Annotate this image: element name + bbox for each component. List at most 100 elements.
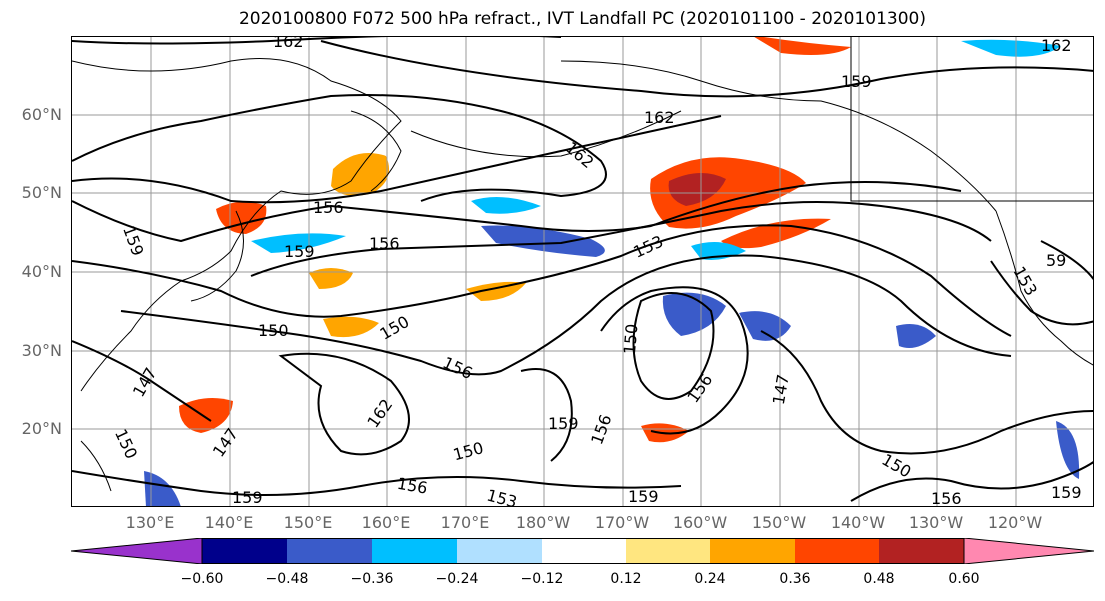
contour-label: 162 [644, 108, 675, 127]
lat-label-60n: 60°N [21, 105, 62, 124]
colorbar-segment [372, 538, 457, 564]
contour-line [600, 286, 749, 435]
colorbar-segment [795, 538, 879, 564]
lon-label-120w: 120°W [987, 513, 1043, 532]
coastline-kamchatka [350, 110, 402, 192]
contour-label: 159 [232, 488, 263, 507]
lat-label-50n: 50°N [21, 183, 62, 202]
contour-label: 153 [630, 232, 666, 262]
contour-label: 159 [628, 487, 659, 506]
anomaly-negative [896, 323, 936, 349]
anomaly-negative [1056, 421, 1080, 479]
contour-label: 162 [1041, 37, 1072, 55]
contour-line [278, 352, 410, 456]
anomaly-negative [481, 225, 605, 257]
contour-line [72, 37, 561, 45]
contour-label: 159 [119, 223, 147, 258]
contour-label: 159 [841, 72, 872, 91]
border-canada-us [850, 37, 1093, 202]
contour-line [250, 201, 992, 277]
colorbar-tick-label: −0.12 [520, 571, 564, 587]
coastline-japan [190, 210, 244, 302]
lon-label-130e: 130°E [125, 513, 175, 532]
lon-label-160e: 160°E [361, 513, 411, 532]
contour-label: 162 [363, 395, 396, 431]
contour-label: 156 [931, 489, 962, 507]
coastline-asia [72, 58, 402, 392]
colorbar-tick-label: 0.24 [694, 571, 726, 587]
colorbar-tick-label: 0.60 [948, 571, 980, 587]
lon-label-180w: 180°W [515, 513, 571, 532]
chart-title: 2020100800 F072 500 hPa refract., IVT La… [238, 9, 926, 29]
contour-label: 162 [562, 138, 598, 172]
lon-label-130w: 130°W [908, 513, 964, 532]
lon-label-170e: 170°E [440, 513, 490, 532]
contour-line [632, 292, 715, 400]
colorbar-tick-label: −0.24 [435, 571, 479, 587]
colorbar-tick-label: −0.48 [265, 571, 309, 587]
contour-label: 159 [1051, 483, 1082, 502]
contours [72, 37, 1093, 502]
coastline-philippines [80, 440, 112, 492]
colorbar-tick-label: 0.36 [779, 571, 811, 587]
coastline-aleutians [410, 110, 682, 158]
contour-line [72, 340, 212, 422]
contour-label: 156 [396, 474, 429, 498]
contour-line [320, 40, 1093, 98]
contour-line [520, 368, 573, 462]
contour-line [72, 224, 1012, 337]
anomaly-positive [309, 268, 353, 289]
contour-label: 150 [111, 426, 141, 462]
contour-label: 156 [369, 234, 400, 253]
anomaly-negative [471, 197, 541, 214]
contour-line [72, 94, 607, 202]
colorbar-tick-label: 0.12 [610, 571, 642, 587]
coastline-alaska [560, 60, 997, 212]
contour-label: 159 [284, 242, 315, 261]
contour-label: 156 [440, 353, 476, 383]
lon-label-150e: 150°E [283, 513, 333, 532]
contour-line [72, 181, 962, 243]
shaded-anomalies [144, 37, 1080, 506]
anomaly-positive [754, 37, 851, 55]
anomaly-positive [323, 316, 379, 338]
lon-label-140w: 140°W [830, 513, 886, 532]
contour-label: 150 [620, 323, 642, 355]
lat-label-30n: 30°N [21, 341, 62, 360]
anomaly-positive [668, 172, 726, 206]
contour-label: 147 [769, 373, 793, 406]
colorbar-right-extend [963, 538, 1094, 564]
contour-label: 156 [683, 370, 716, 406]
colorbar-segment [626, 538, 710, 564]
map-canvas: 162 159 162 162 156 153 159 159 156 150 … [72, 37, 1093, 507]
contour-label: 59 [1046, 251, 1066, 270]
colorbar-tick-label: 0.48 [863, 571, 895, 587]
contour-line [1040, 240, 1093, 281]
contour-label: 156 [313, 198, 344, 217]
contour-label: 153 [485, 486, 519, 507]
contour-line [990, 260, 1093, 326]
anomaly-positive [179, 397, 233, 433]
lon-label-170w: 170°W [594, 513, 650, 532]
lon-label-140e: 140°E [204, 513, 254, 532]
contour-line [760, 330, 1093, 455]
colorbar-segment [542, 538, 626, 564]
contour-label: 150 [258, 321, 289, 340]
lat-label-20n: 20°N [21, 419, 62, 438]
lon-label-150w: 150°W [751, 513, 807, 532]
anomaly-negative [961, 39, 1061, 57]
contour-line [850, 461, 1093, 502]
anomaly-negative [662, 292, 726, 336]
colorbar-segment [202, 538, 287, 564]
map-panel: 162 159 162 162 156 153 159 159 156 150 … [71, 36, 1094, 507]
colorbar [71, 538, 1094, 564]
contour-line [72, 470, 682, 496]
contour-label: 150 [879, 450, 915, 482]
colorbar-tick-label: −0.60 [180, 571, 224, 587]
colorbar-segment [287, 538, 372, 564]
contour-label: 150 [451, 438, 485, 464]
contour-label: 162 [273, 37, 304, 51]
anomaly-positive [331, 152, 390, 196]
anomaly-negative [739, 311, 791, 341]
anomaly-positive [466, 281, 526, 301]
